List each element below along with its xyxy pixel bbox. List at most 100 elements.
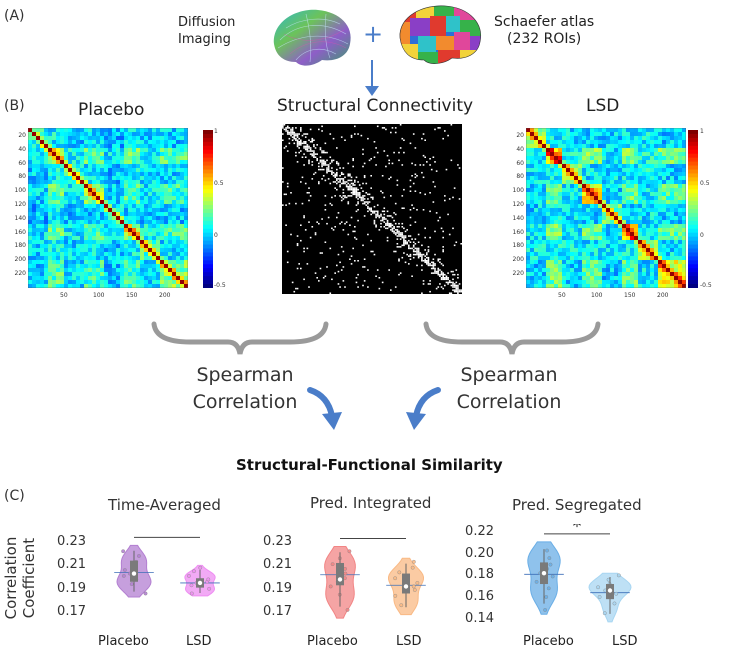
spearman-label-right: Spearman Correlation — [444, 362, 574, 416]
significance-star: * — [573, 524, 582, 537]
data-point — [189, 591, 194, 596]
ytick: 0.19 — [57, 580, 86, 596]
left-curly-brace — [151, 321, 329, 355]
y-axis-label-line-2: Coefficient — [20, 537, 38, 619]
placebo-ytick-200: 200 — [14, 256, 26, 264]
placebo-ytick-40: 40 — [18, 145, 26, 153]
data-point — [597, 595, 602, 599]
data-point — [399, 603, 404, 608]
median-dot-placebo — [131, 571, 137, 576]
chart-1-xtick-placebo: Placebo — [98, 634, 149, 649]
diffusion-line-2: Imaging — [178, 32, 231, 47]
chart-pred-segregated: * — [524, 524, 632, 623]
placebo-ytick-60: 60 — [18, 159, 26, 167]
placebo-xtick-50: 50 — [60, 292, 68, 299]
chart-time-averaged — [114, 536, 220, 598]
spearman-label-left: Spearman Correlation — [180, 362, 310, 416]
placebo-cbtick-1: 0.5 — [214, 180, 224, 187]
data-point — [137, 554, 141, 558]
spearman-right-line-2: Correlation — [456, 391, 562, 413]
data-point — [198, 565, 203, 570]
ytick: 0.18 — [465, 567, 494, 583]
median-dot-lsd — [197, 580, 203, 586]
data-point — [534, 579, 539, 584]
ytick: 0.23 — [57, 533, 86, 549]
lsd-ytick-20: 20 — [516, 132, 524, 139]
curved-arrow-left-icon — [307, 387, 342, 430]
lsd-ytick-220: 220 — [512, 270, 524, 277]
placebo-fc-matrix — [28, 128, 188, 288]
lsd-fc-matrix — [526, 128, 686, 288]
placebo-xtick-100: 100 — [93, 292, 105, 299]
chart-title-pred-integrated: Pred. Integrated — [310, 494, 432, 512]
lsd-xtick-200: 200 — [657, 292, 669, 299]
spearman-left-line-2: Correlation — [192, 391, 298, 413]
ytick: 0.17 — [263, 604, 292, 620]
placebo-xtick-200: 200 — [159, 292, 171, 299]
data-point — [545, 548, 549, 553]
placebo-ytick-80: 80 — [18, 173, 26, 181]
chart-2-y-ticks: 0.23 0.21 0.19 0.17 — [258, 526, 294, 636]
lsd-matrix-title: LSD — [586, 96, 620, 116]
data-point — [546, 586, 551, 591]
ytick: 0.20 — [465, 545, 494, 561]
y-axis-label: Correlation Coefficient — [2, 528, 38, 628]
down-arrow-icon — [365, 60, 379, 96]
data-point — [550, 574, 555, 579]
data-point — [343, 571, 348, 576]
right-curly-brace — [423, 321, 601, 355]
lsd-cbtick-0: 1 — [700, 128, 704, 135]
data-point — [121, 549, 126, 554]
chart-3-y-ticks: 0.22 0.20 0.18 0.16 0.14 — [460, 520, 496, 632]
plus-sign: + — [363, 20, 384, 48]
y-axis-label-line-1: Correlation — [2, 536, 20, 620]
placebo-cbtick-0: 1 — [214, 128, 218, 135]
panel-label-a: (A) — [4, 8, 25, 24]
placebo-cbtick-3: -0.5 — [214, 282, 226, 289]
lsd-xtick-100: 100 — [591, 292, 603, 299]
chart-1-y-ticks: 0.23 0.21 0.19 0.17 — [52, 526, 88, 636]
placebo-ytick-120: 120 — [14, 201, 26, 208]
lsd-ytick-200: 200 — [512, 256, 524, 264]
data-point — [544, 595, 549, 599]
lsd-ytick-100: 100 — [512, 187, 524, 195]
iqr-box-placebo — [336, 562, 344, 586]
data-point — [415, 581, 420, 585]
spearman-right-line-1: Spearman — [460, 364, 558, 386]
atlas-line-1: Schaefer atlas — [494, 14, 595, 30]
data-point — [122, 568, 127, 572]
data-point — [207, 586, 212, 591]
data-point — [612, 601, 617, 606]
placebo-ytick-100: 100 — [14, 187, 26, 195]
diffusion-line-1: Diffusion — [178, 15, 236, 30]
data-point — [411, 559, 416, 564]
placebo-ytick-160: 160 — [14, 228, 26, 236]
data-point — [602, 611, 607, 616]
placebo-ytick-180: 180 — [14, 242, 26, 250]
data-point — [345, 608, 350, 612]
median-dot-lsd — [403, 584, 409, 589]
placebo-xtick-150: 150 — [126, 292, 138, 299]
placebo-ytick-140: 140 — [14, 214, 26, 222]
data-point — [616, 573, 621, 578]
data-point — [187, 573, 191, 578]
lsd-cbtick-3: -0.5 — [700, 282, 712, 289]
lsd-ytick-60: 60 — [516, 159, 524, 167]
curved-arrow-right-icon — [406, 387, 441, 430]
data-point — [393, 576, 398, 581]
placebo-ytick-220: 220 — [14, 270, 26, 277]
median-dot-lsd — [607, 588, 613, 593]
iqr-box-placebo — [130, 560, 138, 582]
data-point — [192, 569, 196, 574]
lsd-colorbar — [688, 130, 698, 288]
lsd-ytick-160: 160 — [512, 228, 524, 236]
data-point — [397, 570, 402, 575]
lsd-ytick-180: 180 — [512, 242, 524, 250]
ytick: 0.16 — [465, 588, 494, 604]
panel-label-b: (B) — [4, 98, 25, 114]
chart-title-time-averaged: Time-Averaged — [108, 496, 221, 514]
ytick: 0.21 — [263, 557, 292, 573]
placebo-ytick-20: 20 — [18, 132, 26, 139]
data-point — [548, 562, 553, 567]
lsd-cbtick-1: 0.5 — [700, 180, 710, 187]
